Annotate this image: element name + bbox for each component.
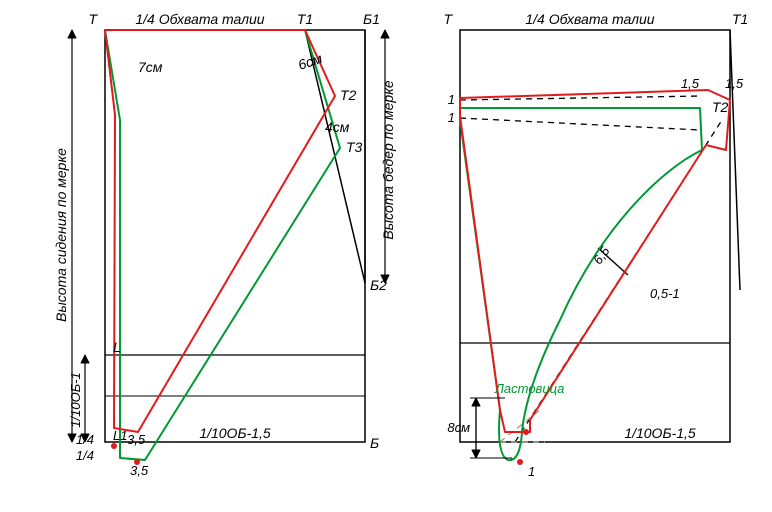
- left-frame: [105, 30, 365, 442]
- svg-text:Б1: Б1: [363, 11, 380, 27]
- svg-text:Т1: Т1: [732, 11, 748, 27]
- svg-text:Т: Т: [443, 11, 453, 27]
- gusset-label: Ластовица: [494, 381, 564, 396]
- right-formula: 1/10ОБ-1,5: [624, 425, 696, 441]
- svg-text:1/10ОБ-1: 1/10ОБ-1: [68, 372, 83, 427]
- right-green-pattern: [460, 108, 702, 460]
- svg-text:1: 1: [448, 110, 455, 125]
- svg-text:1: 1: [528, 464, 535, 479]
- right-title: 1/4 Обхвата талии: [525, 11, 654, 27]
- svg-text:4см: 4см: [325, 119, 350, 135]
- right-arrow-label: Высота бедер по мерке: [380, 80, 396, 239]
- svg-text:8см: 8см: [447, 420, 470, 435]
- left-title: 1/4 Обхвата талии: [135, 11, 264, 27]
- svg-text:Т2: Т2: [340, 87, 357, 103]
- svg-text:1/4: 1/4: [76, 432, 94, 447]
- left-arrow-label: Высота сидения по мерке: [53, 148, 69, 322]
- svg-text:1: 1: [448, 92, 455, 107]
- svg-text:Т1: Т1: [297, 11, 313, 27]
- svg-text:7см: 7см: [138, 59, 163, 75]
- svg-text:L1: L1: [113, 428, 127, 443]
- svg-text:Т2: Т2: [712, 99, 729, 115]
- svg-text:Б: Б: [370, 435, 379, 451]
- left-formula: 1/10ОБ-1,5: [199, 425, 271, 441]
- svg-text:0,5-1: 0,5-1: [650, 286, 680, 301]
- svg-text:1/4: 1/4: [76, 448, 94, 463]
- svg-text:1,5: 1,5: [681, 76, 700, 91]
- svg-text:3,5: 3,5: [130, 463, 149, 478]
- svg-text:Т3: Т3: [346, 139, 363, 155]
- svg-text:L: L: [113, 339, 121, 355]
- svg-text:Т: Т: [88, 11, 98, 27]
- svg-text:6,5: 6,5: [590, 243, 613, 267]
- left-red-pattern: [105, 30, 335, 432]
- svg-text:3,5: 3,5: [127, 432, 146, 447]
- svg-text:6см: 6см: [296, 50, 325, 73]
- svg-text:Б2: Б2: [370, 277, 387, 293]
- svg-text:1,5: 1,5: [725, 76, 744, 91]
